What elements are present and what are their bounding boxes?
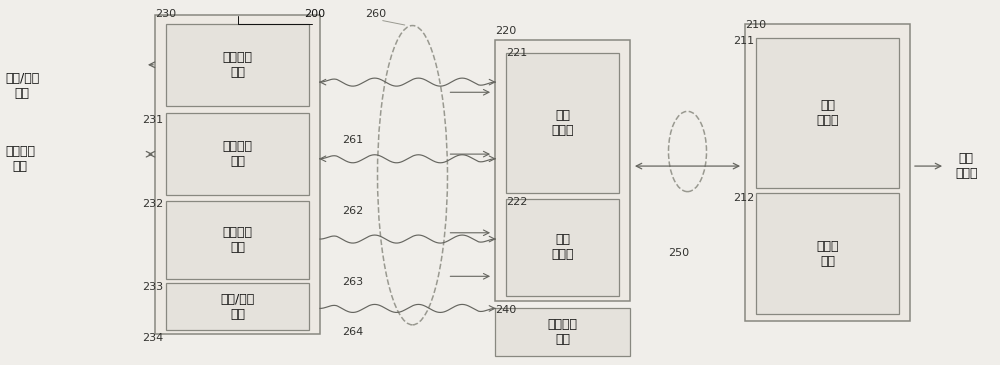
Text: 264: 264 bbox=[342, 327, 363, 337]
Bar bbox=[506, 53, 619, 193]
Bar bbox=[166, 24, 309, 106]
Text: 262: 262 bbox=[342, 206, 363, 216]
Bar bbox=[495, 308, 630, 356]
Text: 波形发生
模块: 波形发生 模块 bbox=[222, 51, 252, 79]
Text: 线性电源
模块: 线性电源 模块 bbox=[548, 318, 578, 346]
Text: 计算机
主板: 计算机 主板 bbox=[816, 240, 839, 268]
Text: 200: 200 bbox=[304, 9, 326, 19]
Bar bbox=[506, 199, 619, 296]
Text: 231: 231 bbox=[142, 115, 163, 125]
Bar bbox=[166, 201, 309, 279]
Text: 射频接收
模块: 射频接收 模块 bbox=[222, 140, 252, 168]
Bar bbox=[495, 40, 630, 301]
Text: 211: 211 bbox=[733, 36, 754, 46]
Text: 梯度/射频
功放: 梯度/射频 功放 bbox=[5, 72, 39, 100]
Text: 233: 233 bbox=[142, 282, 163, 292]
Text: 时钟/本振
模块: 时钟/本振 模块 bbox=[220, 293, 255, 320]
Bar bbox=[756, 38, 899, 188]
Text: 232: 232 bbox=[142, 199, 163, 209]
Text: 辅助控制
模块: 辅助控制 模块 bbox=[222, 226, 252, 254]
Text: 222: 222 bbox=[506, 197, 527, 207]
Text: 230: 230 bbox=[155, 9, 176, 19]
Bar bbox=[166, 283, 309, 330]
Text: 263: 263 bbox=[342, 277, 363, 287]
Text: 221: 221 bbox=[506, 48, 527, 58]
Text: 图像
处理卡: 图像 处理卡 bbox=[816, 99, 839, 127]
Text: 212: 212 bbox=[733, 193, 754, 203]
Bar bbox=[155, 15, 320, 334]
Text: 用户
计算机: 用户 计算机 bbox=[955, 152, 978, 180]
Text: 261: 261 bbox=[342, 135, 363, 145]
Bar bbox=[745, 24, 910, 321]
Text: 数据
缓存器: 数据 缓存器 bbox=[551, 233, 574, 261]
Text: 210: 210 bbox=[745, 20, 766, 30]
Text: 250: 250 bbox=[668, 248, 689, 258]
Text: 220: 220 bbox=[495, 26, 516, 35]
Bar bbox=[166, 113, 309, 195]
Text: 234: 234 bbox=[142, 333, 163, 343]
Text: 240: 240 bbox=[495, 305, 516, 315]
Text: 序列
编译器: 序列 编译器 bbox=[551, 109, 574, 137]
Bar bbox=[756, 193, 899, 314]
Text: 射频接收
线圈: 射频接收 线圈 bbox=[5, 145, 35, 173]
Text: 260: 260 bbox=[365, 9, 386, 19]
